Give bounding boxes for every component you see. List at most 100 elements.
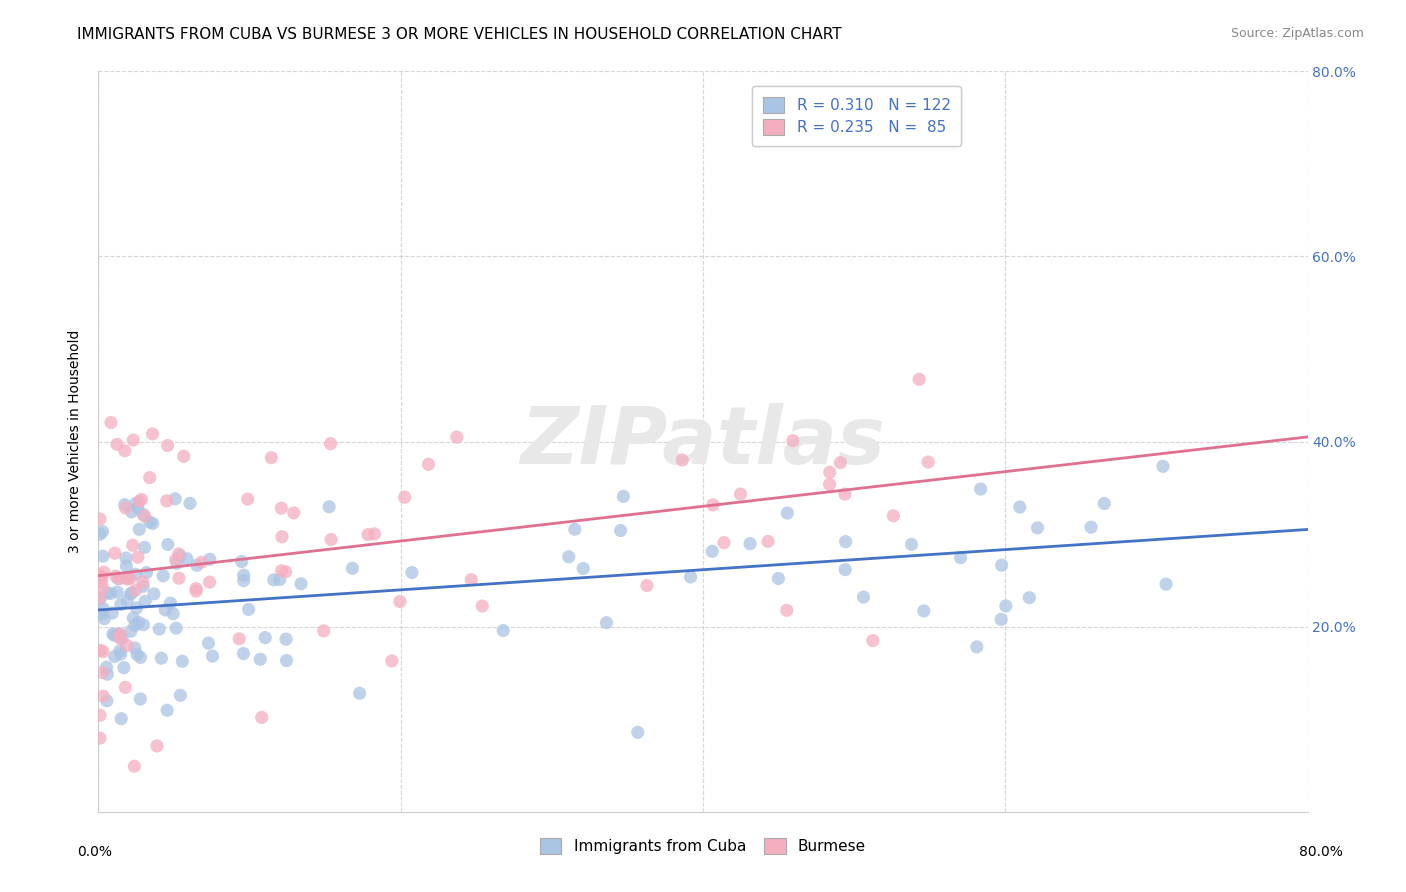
Point [108,572,131,586]
Point [167,547,190,561]
Point [91,582,114,596]
Point [558,549,581,564]
Point [124,759,146,773]
Point [834,534,856,549]
Point [236,492,259,507]
Point [132,575,155,590]
Point [127,500,149,515]
Point [782,434,804,448]
Point [108,644,131,658]
Point [636,578,658,592]
Point [100,416,122,430]
Point [150,651,173,665]
Point [142,516,165,531]
Point [270,564,292,578]
Point [401,566,423,580]
Point [834,563,856,577]
Point [105,585,128,599]
Point [852,590,875,604]
Point [492,624,515,638]
Point [159,596,181,610]
Point [702,544,724,558]
Point [148,622,170,636]
Point [121,505,143,519]
Point [111,632,134,646]
Point [129,650,152,665]
Point [89,592,111,607]
Point [969,482,991,496]
Point [138,470,160,484]
Point [834,487,856,501]
Point [319,436,342,450]
Text: 80.0%: 80.0% [1299,845,1343,859]
Point [283,506,305,520]
Point [146,739,169,753]
Point [125,496,148,510]
Point [609,524,631,538]
Point [917,455,939,469]
Point [124,567,146,582]
Point [115,551,138,566]
Point [238,602,260,616]
Point [167,571,190,585]
Point [197,636,219,650]
Point [730,487,752,501]
Point [349,686,371,700]
Point [108,627,131,641]
Point [101,627,124,641]
Point [263,573,285,587]
Point [124,583,146,598]
Point [342,561,364,575]
Point [90,574,112,589]
Point [418,458,440,472]
Point [134,594,156,608]
Point [276,654,298,668]
Point [103,628,125,642]
Point [966,640,988,654]
Point [166,557,188,571]
Point [862,633,884,648]
Point [89,731,111,746]
Point [179,496,201,510]
Point [232,574,254,588]
Point [990,558,1012,573]
Point [89,643,111,657]
Point [198,575,221,590]
Point [270,501,292,516]
Point [900,537,922,551]
Point [776,506,799,520]
Point [91,524,114,539]
Point [260,450,283,465]
Point [104,649,127,664]
Point [110,598,132,612]
Text: 0.0%: 0.0% [77,845,112,859]
Point [156,438,179,452]
Point [122,611,145,625]
Point [128,522,150,536]
Point [994,599,1017,613]
Point [112,660,135,674]
Point [124,640,146,655]
Point [121,585,143,599]
Point [115,639,138,653]
Point [269,573,291,587]
Point [134,509,156,524]
Point [363,527,385,541]
Point [446,430,468,444]
Point [1154,577,1177,591]
Point [912,604,935,618]
Text: IMMIGRANTS FROM CUBA VS BURMESE 3 OR MORE VEHICLES IN HOUSEHOLD CORRELATION CHAR: IMMIGRANTS FROM CUBA VS BURMESE 3 OR MOR… [77,27,842,42]
Point [165,491,187,506]
Point [152,569,174,583]
Point [89,527,111,541]
Point [388,594,411,608]
Point [114,443,136,458]
Point [318,500,340,514]
Point [89,591,111,605]
Point [756,534,779,549]
Point [184,582,207,596]
Point [101,606,124,620]
Point [117,572,139,586]
Point [254,631,277,645]
Point [108,627,131,641]
